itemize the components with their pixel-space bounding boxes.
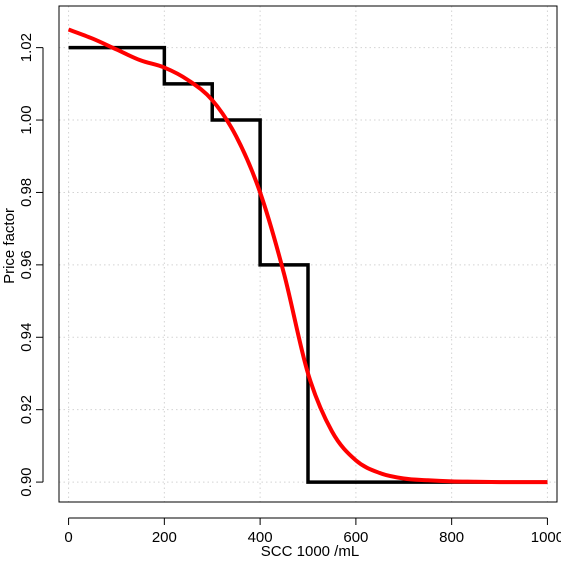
x-tick-label-3: 600 [343,529,368,546]
y-axis-title: Price factor [1,208,18,284]
y-tick-label-1: 0.92 [18,395,35,424]
series-layer [67,27,548,485]
x-tick-label-5: 1000 [531,529,561,546]
x-axis: 0 200 400 600 800 1000 [64,517,561,546]
y-tick-label-0: 0.90 [18,467,35,496]
x-tick-label-4: 800 [439,529,464,546]
y-tick-label-6: 1.02 [18,33,35,62]
x-tick-label-0: 0 [64,529,72,546]
x-tick-label-2: 400 [248,529,273,546]
x-tick-label-1: 200 [152,529,177,546]
y-axis: 0.90 0.92 0.94 0.96 0.98 1.00 1.02 [18,33,44,497]
x-axis-title: SCC 1000 /mL [261,543,359,560]
y-tick-label-2: 0.94 [18,323,35,352]
y-tick-label-4: 0.98 [18,178,35,207]
plot-area-frame [58,5,558,503]
y-tick-label-3: 0.96 [18,250,35,279]
smooth-price-curve [67,27,548,485]
y-tick-label-5: 1.00 [18,105,35,134]
